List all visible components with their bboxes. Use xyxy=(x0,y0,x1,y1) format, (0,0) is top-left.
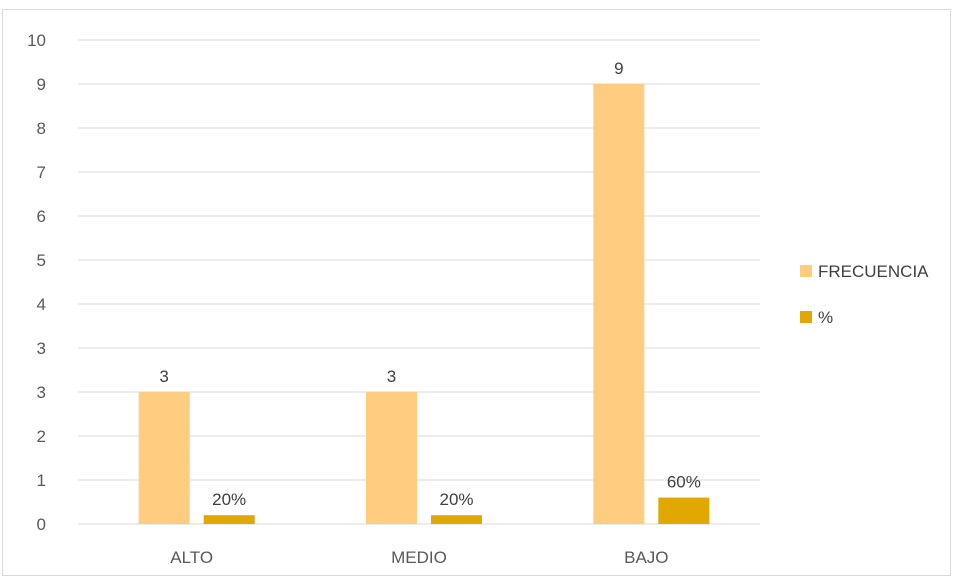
data-label: 9 xyxy=(614,59,623,78)
legend-swatch xyxy=(800,265,812,277)
bar-frecuencia-alto xyxy=(138,392,190,524)
legend-swatch xyxy=(800,311,812,323)
bar--bajo xyxy=(658,497,710,524)
x-tick-label: ALTO xyxy=(170,548,213,567)
bars xyxy=(138,84,710,524)
y-tick-label: 4 xyxy=(37,295,46,314)
y-tick-label: 3 xyxy=(37,383,46,402)
bar-frecuencia-bajo xyxy=(593,84,645,524)
y-tick-label: 7 xyxy=(37,163,46,182)
data-label: 3 xyxy=(387,367,396,386)
y-axis-tick-labels: 0 1 2 3 3 4 5 6 7 8 9 10 xyxy=(27,31,46,534)
data-label: 20% xyxy=(439,490,473,509)
x-tick-label: BAJO xyxy=(624,548,668,567)
y-tick-label: 9 xyxy=(37,75,46,94)
data-label: 60% xyxy=(667,473,701,492)
y-tick-label: 6 xyxy=(37,207,46,226)
y-tick-label: 8 xyxy=(37,119,46,138)
y-tick-label: 3 xyxy=(37,339,46,358)
data-label: 20% xyxy=(212,490,246,509)
y-tick-label: 10 xyxy=(27,31,46,50)
y-tick-label: 0 xyxy=(37,515,46,534)
y-tick-label: 2 xyxy=(37,427,46,446)
y-tick-label: 1 xyxy=(37,471,46,490)
y-tick-label: 5 xyxy=(37,251,46,270)
bar--medio xyxy=(431,515,482,524)
legend-label: % xyxy=(818,308,833,327)
legend-label: FRECUENCIA xyxy=(818,262,929,281)
data-label: 3 xyxy=(159,367,168,386)
x-tick-label: MEDIO xyxy=(391,548,447,567)
data-labels: 3 20% 3 20% 9 60% xyxy=(159,59,700,509)
bar--alto xyxy=(203,515,255,524)
bar-frecuencia-medio xyxy=(366,392,417,524)
gridlines xyxy=(78,39,760,525)
x-axis-tick-labels: ALTO MEDIO BAJO xyxy=(170,548,668,567)
legend: FRECUENCIA% xyxy=(800,262,929,327)
